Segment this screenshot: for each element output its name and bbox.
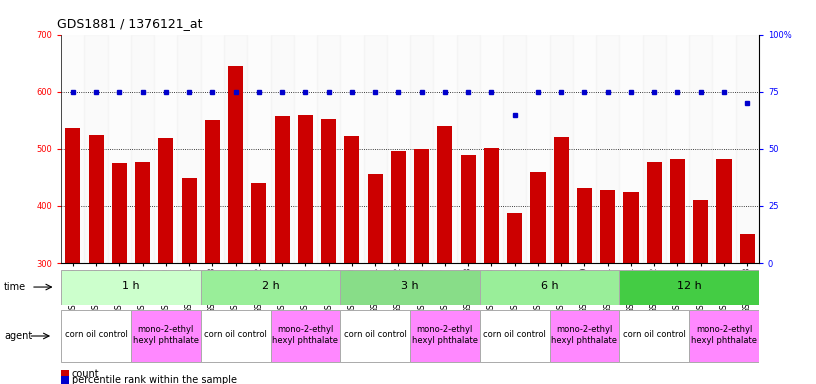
- Bar: [201, 35, 224, 263]
- Bar: [573, 35, 596, 263]
- Bar: [181, 178, 197, 384]
- Bar: [108, 35, 131, 263]
- Bar: [158, 138, 174, 384]
- Bar: [480, 310, 549, 362]
- Bar: [321, 119, 336, 384]
- Bar: [716, 159, 732, 384]
- Bar: [526, 35, 549, 263]
- Text: 3 h: 3 h: [401, 281, 419, 291]
- Text: corn oil control: corn oil control: [623, 330, 685, 339]
- Bar: [228, 66, 243, 384]
- Bar: [619, 310, 689, 362]
- Bar: [739, 235, 755, 384]
- Bar: [270, 310, 340, 362]
- Bar: [549, 35, 573, 263]
- Bar: [340, 310, 410, 362]
- Bar: [247, 35, 270, 263]
- Bar: [65, 127, 81, 384]
- Text: mono-2-ethyl
hexyl phthalate: mono-2-ethyl hexyl phthalate: [133, 325, 199, 344]
- Bar: [224, 35, 247, 263]
- Text: count: count: [72, 369, 100, 379]
- Bar: [410, 310, 480, 362]
- Bar: [507, 213, 522, 384]
- Bar: [689, 310, 759, 362]
- Text: 6 h: 6 h: [541, 281, 558, 291]
- Bar: [340, 270, 480, 305]
- Bar: [480, 35, 503, 263]
- Bar: [670, 159, 685, 384]
- Bar: [693, 200, 708, 384]
- Bar: [712, 35, 735, 263]
- Bar: [600, 190, 615, 384]
- Bar: [131, 35, 154, 263]
- Text: mono-2-ethyl
hexyl phthalate: mono-2-ethyl hexyl phthalate: [552, 325, 618, 344]
- Bar: [340, 35, 363, 263]
- Bar: [61, 310, 131, 362]
- Bar: [666, 35, 689, 263]
- Bar: [61, 270, 201, 305]
- Bar: [270, 35, 294, 263]
- Bar: [456, 35, 480, 263]
- Bar: [391, 151, 406, 384]
- Bar: [577, 188, 592, 384]
- Bar: [154, 35, 177, 263]
- Bar: [735, 35, 759, 263]
- Bar: [317, 35, 340, 263]
- Bar: [619, 270, 759, 305]
- Bar: [619, 35, 642, 263]
- Bar: [251, 182, 267, 384]
- Bar: [480, 270, 619, 305]
- Bar: [135, 162, 150, 384]
- Bar: [112, 162, 127, 384]
- Text: time: time: [4, 282, 26, 292]
- Text: percentile rank within the sample: percentile rank within the sample: [72, 375, 237, 384]
- Bar: [437, 126, 453, 384]
- Text: 12 h: 12 h: [676, 281, 702, 291]
- Bar: [646, 162, 662, 384]
- Text: mono-2-ethyl
hexyl phthalate: mono-2-ethyl hexyl phthalate: [691, 325, 757, 344]
- Bar: [596, 35, 619, 263]
- Text: GDS1881 / 1376121_at: GDS1881 / 1376121_at: [57, 17, 202, 30]
- Bar: [503, 35, 526, 263]
- Bar: [530, 172, 546, 384]
- Bar: [177, 35, 201, 263]
- Bar: [387, 35, 410, 263]
- Bar: [88, 135, 104, 384]
- Bar: [84, 35, 108, 263]
- Bar: [414, 149, 429, 384]
- Text: corn oil control: corn oil control: [344, 330, 406, 339]
- Bar: [410, 35, 433, 263]
- Text: corn oil control: corn oil control: [483, 330, 546, 339]
- Text: 2 h: 2 h: [262, 281, 279, 291]
- Bar: [433, 35, 456, 263]
- Bar: [201, 310, 270, 362]
- Bar: [201, 270, 340, 305]
- Bar: [294, 35, 317, 263]
- Bar: [344, 136, 360, 384]
- Bar: [642, 35, 666, 263]
- Bar: [131, 310, 201, 362]
- Text: agent: agent: [4, 331, 33, 341]
- Bar: [623, 192, 639, 384]
- Text: corn oil control: corn oil control: [64, 330, 127, 339]
- Bar: [298, 114, 313, 384]
- Text: corn oil control: corn oil control: [204, 330, 267, 339]
- Bar: [553, 137, 569, 384]
- Bar: [61, 35, 84, 263]
- Bar: [484, 148, 499, 384]
- Bar: [549, 310, 619, 362]
- Text: 1 h: 1 h: [122, 281, 140, 291]
- Text: mono-2-ethyl
hexyl phthalate: mono-2-ethyl hexyl phthalate: [412, 325, 478, 344]
- Bar: [274, 116, 290, 384]
- Bar: [367, 174, 383, 384]
- Bar: [460, 155, 476, 384]
- Text: mono-2-ethyl
hexyl phthalate: mono-2-ethyl hexyl phthalate: [273, 325, 339, 344]
- Bar: [205, 120, 220, 384]
- Bar: [689, 35, 712, 263]
- Bar: [363, 35, 387, 263]
